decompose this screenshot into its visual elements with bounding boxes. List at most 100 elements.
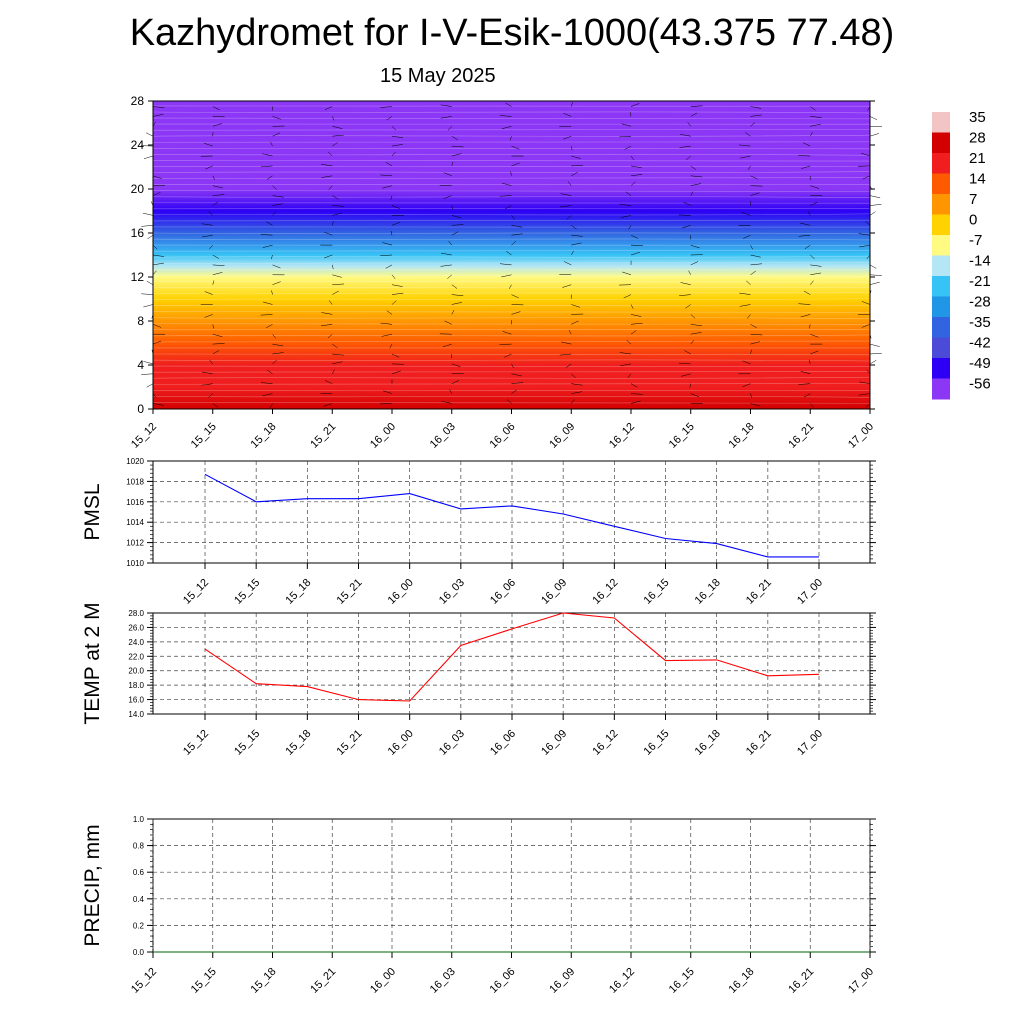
heatmap-y-axis: 0 4 8 12 16 20 24 28 — [131, 94, 875, 416]
y-tick-label: 1018 — [126, 477, 144, 486]
wind-barb — [742, 360, 751, 365]
colorbar-swatch — [932, 132, 950, 154]
wind-barb — [260, 382, 273, 384]
wind-barb — [807, 211, 811, 216]
wind-barb — [567, 181, 572, 186]
wind-barb — [327, 334, 333, 339]
wind-barb — [391, 300, 397, 305]
wind-barb — [630, 304, 634, 309]
wind-barb — [272, 264, 281, 269]
wind-barb — [390, 195, 393, 200]
wind-barb — [506, 251, 512, 256]
wind-barb — [141, 225, 154, 227]
colorbar-swatch — [932, 173, 950, 195]
wind-barb — [869, 264, 877, 269]
x-tick-label: 16_15 — [642, 728, 672, 758]
colorbar-swatch — [932, 214, 950, 236]
wind-barb — [272, 352, 284, 355]
colorbar-label: 21 — [969, 150, 986, 167]
wind-barb — [152, 244, 158, 250]
colorbar-swatch — [932, 317, 950, 338]
wind-barb — [810, 403, 814, 408]
wind-barb — [619, 135, 632, 138]
wind-barb — [332, 126, 343, 129]
wind-barb — [143, 155, 154, 159]
wind-barb — [747, 314, 751, 319]
wind-barb — [810, 333, 819, 338]
contour-line — [152, 232, 871, 235]
wind-barb — [391, 292, 404, 295]
x-tick-label: 15_18 — [249, 421, 279, 451]
x-tick-label: 15_21 — [308, 966, 338, 996]
wind-barb — [630, 174, 643, 177]
wind-barb — [448, 126, 452, 131]
wind-barb — [630, 314, 642, 317]
x-tick-label: 15_12 — [181, 728, 211, 758]
x-tick-label: 16_12 — [607, 966, 637, 996]
wind-barb — [630, 383, 638, 388]
wind-barb — [684, 350, 691, 355]
wind-barb — [152, 403, 164, 406]
wind-barb — [861, 301, 871, 305]
wind-barb — [501, 274, 512, 278]
wind-barb — [260, 234, 273, 236]
wind-barb — [629, 112, 632, 117]
wind-barb — [810, 123, 821, 127]
wind-barb — [448, 240, 452, 246]
y-tick-label: 12 — [131, 270, 145, 284]
wind-barb — [511, 215, 515, 220]
wind-barb — [321, 312, 333, 315]
y-tick-label: 0.4 — [133, 895, 145, 904]
series-line — [204, 612, 820, 702]
wind-barb — [690, 393, 699, 397]
wind-barb — [566, 215, 572, 220]
wind-barb — [678, 362, 691, 365]
y-tick-label: 1020 — [126, 457, 144, 466]
wind-barb — [380, 174, 393, 177]
wind-barb — [865, 221, 871, 226]
x-tick-label: 15_15 — [232, 728, 262, 758]
wind-barbs — [141, 102, 882, 408]
wind-barb — [511, 162, 520, 167]
x-tick-label: 17_00 — [846, 966, 876, 996]
wind-barb — [501, 182, 512, 186]
wind-barb — [332, 134, 344, 137]
wind-barb — [740, 155, 751, 159]
wind-barb — [750, 403, 761, 407]
wind-barb — [321, 324, 333, 327]
wind-barb — [391, 151, 396, 157]
wind-barb — [389, 343, 393, 349]
wind-barb — [680, 282, 691, 285]
x-tick-label: 16_06 — [488, 966, 518, 996]
wind-barb — [858, 393, 871, 396]
wind-barb — [750, 114, 762, 117]
colorbar-label: -7 — [969, 232, 982, 249]
wind-barb — [690, 191, 694, 196]
wind-barb — [385, 264, 393, 269]
colorbar-swatch — [932, 153, 950, 174]
wind-barb — [690, 112, 698, 117]
wind-barb — [750, 244, 753, 250]
wind-barb — [869, 281, 880, 285]
y-axis-label: TEMP at 2 M — [81, 602, 104, 724]
x-tick-label: 16_18 — [693, 577, 723, 607]
wind-barb — [147, 234, 154, 240]
y-tick-label: 22.0 — [128, 652, 144, 661]
wind-barb — [499, 115, 512, 117]
wind-barb — [212, 343, 225, 345]
wind-barb — [201, 383, 213, 386]
wind-barb — [630, 400, 641, 404]
wind-barb — [865, 403, 871, 408]
y-tick-label: 0.0 — [133, 948, 145, 957]
wind-barb — [623, 294, 632, 299]
x-tick-label: 16_09 — [547, 966, 577, 996]
wind-barb — [690, 105, 703, 107]
wind-barb — [382, 242, 393, 246]
wind-barb — [380, 322, 393, 325]
colorbar-label: 0 — [969, 212, 977, 229]
wind-barb — [272, 116, 282, 120]
wind-barb — [272, 132, 281, 137]
wind-barb — [152, 393, 157, 398]
x-tick-label: 15_12 — [129, 966, 159, 996]
